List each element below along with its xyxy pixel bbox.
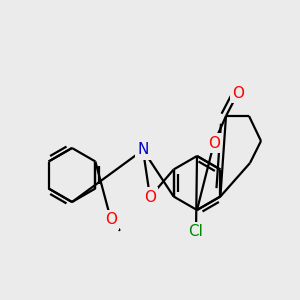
- Text: O: O: [208, 136, 220, 151]
- Text: O: O: [105, 212, 117, 227]
- Text: O: O: [232, 85, 244, 100]
- Text: O: O: [144, 190, 156, 205]
- Text: Cl: Cl: [189, 224, 203, 239]
- Text: N: N: [137, 142, 149, 158]
